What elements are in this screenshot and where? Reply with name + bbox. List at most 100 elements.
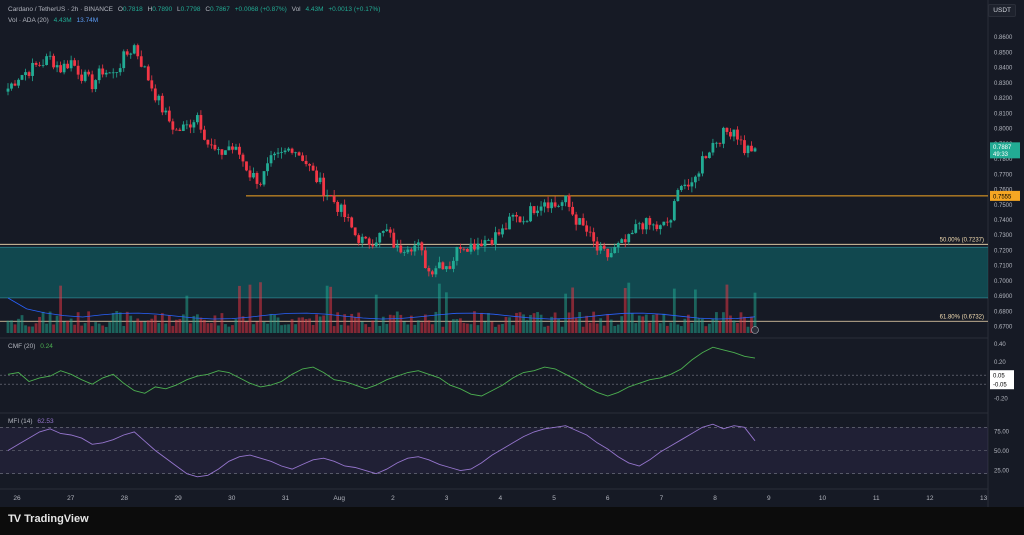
price-axis-label: 0.7800 [994,157,1013,163]
price-axis-label: 0.8100 [994,111,1013,117]
volume-bar [276,317,280,333]
candle [651,224,655,226]
volume-bar [118,312,122,333]
volume-bar [339,324,343,333]
candle [532,206,536,214]
volume-bar [409,315,413,333]
volume-bar [160,313,164,333]
mfi-axis-label: 75.00 [994,430,1010,436]
cmf-label[interactable]: CMF (20) [8,343,36,350]
volume-bar [750,316,753,333]
tradingview-logo-icon: TV [8,513,21,525]
candle [118,68,122,73]
volume-bar [45,323,48,333]
candle [564,195,568,203]
currency-selector[interactable]: USDT [988,4,1016,17]
candle [743,140,746,154]
candle [753,148,757,152]
price-axis-label: 0.8000 [994,127,1013,133]
volume-bar [637,315,641,333]
candle [518,216,522,223]
volume-bar [195,314,199,333]
candle [662,221,666,226]
candle [104,72,108,75]
candle [581,218,585,226]
volume-bar [620,316,624,333]
volume-bar [497,324,501,333]
ohlc-change: +0.0068 (+0.87%) [234,6,287,13]
candle [385,229,389,232]
volume-bar [732,320,736,333]
candle [353,227,357,236]
candle [129,53,133,55]
candle [409,249,413,252]
volume-bar [385,324,389,333]
candle [374,242,378,247]
volume-bar [536,312,539,333]
volume-bar [252,324,255,333]
candle [217,149,220,151]
candle [448,266,452,269]
volume-bar [430,324,434,333]
volume-label[interactable]: Vol · ADA (20) [8,17,49,24]
volume-bar [679,326,683,333]
volume-bar [630,313,634,333]
volume-bar [101,325,105,333]
chart-canvas[interactable]: 26 27 28 29 30 31 Aug 2 3 4 5 6 7 8 9 10 11 12 13 0.8600 0.8… [0,0,1024,507]
candle [132,45,136,54]
candle [31,62,34,76]
volume-bar [381,316,385,333]
volume-bar [725,284,729,333]
cmf-line [7,346,756,397]
volume-bar [181,314,185,333]
symbol-title[interactable]: Cardano / TetherUS · 2h · BINANCE [8,6,114,13]
candle [700,156,704,174]
volume-bar [360,321,364,333]
candle [427,268,431,272]
candle [399,245,403,253]
candle [153,88,157,101]
volume-bar [662,313,666,333]
candle [241,154,245,162]
volume-ma-line [7,297,756,320]
candle [736,129,739,140]
volume-bar [311,325,315,333]
candle [602,245,606,249]
candle [371,245,375,247]
candle [34,62,38,65]
mfi-axis-label: 50.00 [994,449,1010,455]
volume-bar [150,318,154,333]
volume-bar [290,319,294,333]
candle [111,72,115,74]
candle [406,249,410,253]
volume-bar [508,317,511,333]
volume-bar [97,323,101,333]
x-tick-label: 29 [174,495,182,502]
x-tick-label: 27 [67,495,75,502]
volume-bar [48,311,52,333]
tradingview-brand[interactable]: TV TradingView [8,513,89,525]
candle [343,204,347,218]
volume-bar [743,316,746,333]
candle [497,232,501,235]
mfi-label[interactable]: MFI (14) [8,418,33,425]
volume-bar [736,323,739,333]
volume-bar [683,318,687,333]
mfi-value: 62.53 [37,418,54,425]
candle [6,88,10,92]
candle [206,139,210,145]
candle [69,60,73,69]
candle [469,243,473,252]
candle [693,176,697,183]
chart-area[interactable]: 26 27 28 29 30 31 Aug 2 3 4 5 6 7 8 9 10 11 12 13 0.8600 0.8… [0,0,1024,507]
candle [504,228,508,230]
volume-bar [441,326,445,333]
candle [185,124,189,126]
candle [511,214,515,217]
x-tick-label: 26 [13,495,21,502]
candle [711,142,715,153]
volume-bar [111,313,115,333]
volume-bar [399,314,403,333]
volume-bar [34,323,38,333]
mfi-line [7,423,756,478]
